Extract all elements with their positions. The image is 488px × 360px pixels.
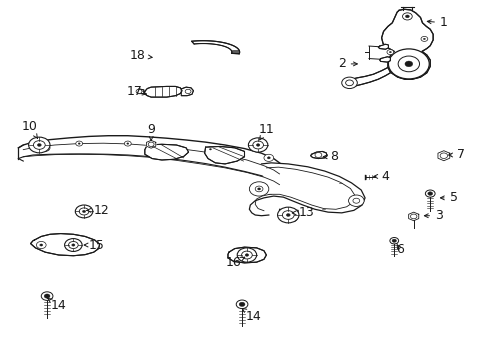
Circle shape	[256, 144, 259, 146]
Text: 12: 12	[87, 204, 109, 217]
Circle shape	[36, 242, 46, 249]
Circle shape	[64, 239, 82, 251]
Polygon shape	[377, 44, 387, 49]
Circle shape	[72, 244, 75, 246]
Text: 18: 18	[129, 49, 152, 62]
Circle shape	[82, 210, 85, 213]
Circle shape	[397, 56, 419, 72]
Circle shape	[386, 50, 393, 55]
Circle shape	[236, 300, 247, 309]
Circle shape	[257, 188, 260, 190]
Circle shape	[345, 80, 353, 86]
Polygon shape	[279, 209, 297, 221]
Circle shape	[420, 36, 427, 41]
Circle shape	[79, 208, 89, 215]
Circle shape	[244, 254, 248, 256]
Circle shape	[405, 15, 408, 18]
Circle shape	[239, 302, 244, 306]
Circle shape	[391, 239, 396, 242]
Circle shape	[148, 142, 154, 147]
Text: 4: 4	[373, 170, 388, 183]
Circle shape	[37, 144, 41, 147]
Circle shape	[33, 141, 45, 149]
Circle shape	[423, 38, 425, 40]
Circle shape	[252, 141, 263, 149]
Text: 15: 15	[84, 239, 104, 252]
Polygon shape	[437, 151, 449, 161]
Circle shape	[75, 205, 93, 218]
Circle shape	[40, 144, 50, 152]
Text: 2: 2	[337, 57, 357, 71]
Circle shape	[389, 238, 398, 244]
Text: 14: 14	[242, 309, 261, 323]
Circle shape	[248, 138, 267, 152]
Text: 17: 17	[127, 85, 146, 98]
Circle shape	[348, 195, 364, 206]
Circle shape	[44, 294, 50, 298]
Text: 14: 14	[48, 298, 66, 312]
Text: 13: 13	[292, 206, 314, 219]
Circle shape	[124, 141, 131, 146]
Circle shape	[341, 77, 357, 89]
Text: 8: 8	[323, 150, 338, 163]
Circle shape	[439, 153, 447, 158]
Circle shape	[68, 242, 78, 248]
Circle shape	[43, 147, 46, 149]
Circle shape	[409, 214, 416, 219]
Circle shape	[267, 157, 270, 159]
Polygon shape	[137, 89, 143, 94]
Circle shape	[136, 89, 142, 94]
Polygon shape	[144, 144, 188, 160]
Polygon shape	[30, 234, 100, 256]
Polygon shape	[146, 140, 156, 148]
Text: 1: 1	[427, 16, 447, 29]
Polygon shape	[310, 152, 326, 158]
Circle shape	[427, 192, 432, 195]
Circle shape	[76, 141, 82, 146]
Circle shape	[255, 186, 263, 192]
Circle shape	[209, 149, 211, 150]
Polygon shape	[348, 67, 389, 86]
Polygon shape	[191, 41, 239, 54]
Circle shape	[29, 137, 50, 153]
Circle shape	[241, 251, 252, 259]
Circle shape	[282, 211, 294, 219]
Text: 16: 16	[225, 256, 244, 269]
Circle shape	[404, 61, 412, 67]
Circle shape	[249, 182, 268, 196]
Circle shape	[402, 13, 411, 20]
Polygon shape	[144, 86, 182, 97]
Text: 7: 7	[448, 148, 464, 162]
Polygon shape	[181, 87, 193, 96]
Circle shape	[41, 292, 53, 300]
Circle shape	[206, 147, 213, 152]
Circle shape	[40, 244, 42, 246]
Circle shape	[126, 143, 128, 144]
Circle shape	[237, 248, 256, 262]
Text: 9: 9	[147, 123, 155, 140]
Text: 11: 11	[258, 123, 274, 140]
Text: 5: 5	[440, 192, 457, 204]
Circle shape	[425, 190, 434, 197]
Circle shape	[387, 49, 428, 79]
Polygon shape	[227, 247, 266, 263]
Circle shape	[277, 207, 298, 223]
Polygon shape	[381, 9, 432, 79]
Text: 3: 3	[424, 209, 442, 222]
Circle shape	[388, 51, 390, 53]
Circle shape	[314, 153, 321, 157]
Circle shape	[264, 154, 273, 161]
Text: 6: 6	[395, 243, 403, 256]
Circle shape	[352, 198, 359, 203]
Circle shape	[78, 143, 80, 144]
Polygon shape	[204, 147, 244, 164]
Polygon shape	[379, 57, 389, 62]
Circle shape	[286, 213, 289, 216]
Text: 10: 10	[21, 120, 38, 138]
Polygon shape	[408, 212, 418, 221]
Polygon shape	[19, 136, 283, 190]
Circle shape	[185, 89, 191, 94]
Polygon shape	[249, 163, 365, 216]
